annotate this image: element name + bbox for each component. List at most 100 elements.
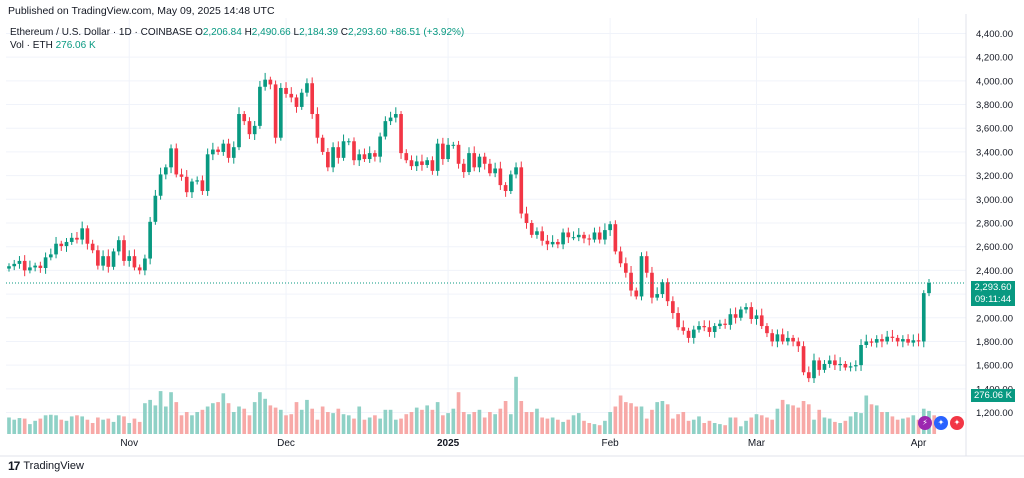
- candle-body: [623, 263, 628, 273]
- candle-body: [38, 265, 43, 269]
- candle-body: [393, 114, 398, 118]
- volume-bar: [237, 406, 241, 434]
- y-tick-label: 3,000.00: [976, 195, 1013, 206]
- candle-body: [143, 258, 147, 271]
- candle-body: [200, 180, 205, 192]
- candle-body: [388, 117, 393, 122]
- volume-bar: [17, 418, 22, 434]
- y-tick-label: 4,000.00: [976, 76, 1013, 87]
- volume-bar: [80, 416, 85, 434]
- volume-bar: [404, 414, 409, 434]
- volume-bar: [634, 406, 639, 434]
- volume-bar: [791, 405, 795, 434]
- us-flag-icon-2[interactable]: ✦: [950, 416, 964, 430]
- volume-bar: [409, 412, 414, 434]
- volume-bar: [85, 419, 90, 434]
- y-tick-label: 2,800.00: [976, 219, 1013, 230]
- candle-body: [461, 163, 466, 173]
- volume-bar: [320, 406, 325, 434]
- candle-body: [691, 329, 696, 338]
- volume-bar: [822, 417, 827, 434]
- candle-body: [754, 315, 759, 319]
- candle-body: [895, 337, 900, 342]
- candle-body: [644, 256, 649, 273]
- volume-bar: [728, 417, 733, 434]
- volume-bar: [801, 401, 806, 434]
- event-icons[interactable]: ⚡ ✦ ✦: [918, 416, 964, 430]
- candle-body: [738, 309, 743, 318]
- lightning-event-icon[interactable]: ⚡: [918, 416, 932, 430]
- candle-body: [529, 223, 534, 235]
- candle-body: [435, 143, 440, 171]
- volume-bar: [676, 414, 680, 434]
- volume-bar: [576, 413, 581, 434]
- candle-body: [242, 114, 247, 122]
- volume-bar: [441, 415, 445, 434]
- candle-body: [122, 240, 126, 261]
- candle-body: [231, 147, 236, 158]
- candle-body: [43, 257, 48, 269]
- volume-bar: [853, 412, 858, 434]
- y-tick-label: 3,800.00: [976, 100, 1013, 111]
- volume-bar: [278, 409, 283, 434]
- candle-body: [874, 339, 879, 343]
- candle-body: [420, 161, 424, 165]
- volume-bar: [770, 419, 775, 434]
- published-caption: Published on TradingView.com, May 09, 20…: [8, 5, 275, 17]
- candle-body: [885, 336, 890, 342]
- symbol-title[interactable]: Ethereum / U.S. Dollar · 1D · COINBASE: [10, 27, 193, 38]
- volume-bar: [430, 409, 435, 434]
- volume-bar: [718, 424, 722, 434]
- candle-body: [373, 153, 377, 157]
- candle-body: [686, 330, 691, 338]
- us-flag-icon[interactable]: ✦: [934, 416, 948, 430]
- volume-bar: [346, 415, 351, 434]
- volume-bar: [221, 393, 226, 434]
- candle-body: [665, 282, 670, 302]
- candle-body: [299, 92, 304, 107]
- candle-body: [467, 153, 471, 173]
- volume-bar: [96, 417, 100, 434]
- candle-body: [780, 334, 785, 342]
- volume-bar: [561, 421, 565, 434]
- volume-bar: [211, 403, 215, 434]
- candle-body: [545, 240, 550, 245]
- candle-body: [362, 154, 367, 160]
- candle-body: [822, 363, 827, 370]
- volume-bar: [310, 408, 315, 434]
- candle-body: [456, 144, 461, 164]
- volume-bar: [587, 423, 592, 434]
- candle-body: [681, 327, 686, 331]
- candle-body: [916, 340, 921, 342]
- candle-body: [163, 167, 168, 175]
- volume-bar: [48, 414, 53, 434]
- volume-bar: [890, 416, 895, 434]
- volume-bar: [373, 415, 377, 434]
- volume-bar: [59, 419, 64, 434]
- candle-body: [22, 260, 27, 271]
- volume-bar: [331, 413, 335, 434]
- volume-bar: [885, 412, 890, 434]
- volume-bar: [639, 406, 644, 434]
- candle-body: [712, 326, 717, 332]
- y-tick-label: 4,400.00: [976, 29, 1013, 40]
- volume-bar: [806, 404, 811, 434]
- candle-body: [587, 238, 592, 240]
- candle-body: [493, 168, 497, 174]
- volume-bar: [488, 412, 492, 434]
- candle-body: [33, 265, 37, 268]
- volume-bar: [101, 419, 105, 434]
- volume-bar: [911, 415, 916, 434]
- volume-bar: [252, 402, 257, 434]
- volume-bar: [132, 418, 137, 434]
- candle-body: [827, 360, 832, 364]
- candle-body: [258, 86, 262, 126]
- volume-bar: [665, 404, 670, 434]
- volume-bar: [367, 417, 372, 434]
- volume-bar: [874, 405, 879, 434]
- candle-body: [352, 141, 356, 161]
- volume-bar: [143, 403, 147, 434]
- volume-label[interactable]: Vol · ETH: [10, 40, 53, 51]
- candle-body: [278, 87, 283, 138]
